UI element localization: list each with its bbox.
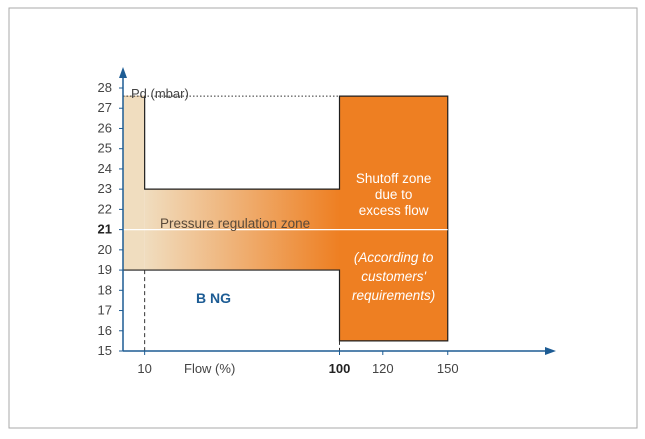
- y-tick-label: 23: [98, 181, 112, 196]
- x-axis-label: Flow (%): [184, 361, 235, 376]
- x-tick-label: 120: [372, 361, 394, 376]
- x-tick-label: 10: [137, 361, 151, 376]
- shutoff-zone-label: due to: [375, 187, 413, 202]
- shutoff-zone-note: customers': [361, 269, 426, 284]
- y-tick-label: 20: [98, 242, 112, 257]
- y-tick-label: 19: [98, 262, 112, 277]
- y-tick-label: 28: [98, 80, 112, 95]
- y-tick-label: 27: [98, 100, 112, 115]
- shutoff-zone-note: (According to: [354, 250, 434, 265]
- y-tick-label: 15: [98, 343, 112, 358]
- y-tick-label: 26: [98, 120, 112, 135]
- shutoff-zone: [339, 96, 448, 341]
- y-axis-label: Pd (mbar): [131, 86, 189, 101]
- y-axis-arrow: [119, 67, 127, 78]
- x-tick-label: 100: [329, 361, 351, 376]
- y-tick-label: 17: [98, 303, 112, 318]
- y-tick-label: 21: [98, 222, 112, 237]
- y-tick-label: 18: [98, 282, 112, 297]
- shutoff-zone-label: excess flow: [359, 203, 429, 218]
- y-tick-label: 22: [98, 201, 112, 216]
- y-tick-label: 16: [98, 323, 112, 338]
- y-tick-label: 24: [98, 161, 112, 176]
- series-label: B NG: [196, 290, 231, 306]
- y-tick-label: 25: [98, 141, 112, 156]
- x-tick-label: 150: [437, 361, 459, 376]
- pressure-envelope-line: [123, 95, 449, 342]
- shutoff-zone-label: Shutoff zone: [356, 171, 432, 186]
- regulation-zone-label: Pressure regulation zone: [160, 216, 310, 231]
- shutoff-zone-note: requirements): [352, 288, 435, 303]
- x-axis-arrow: [545, 347, 556, 355]
- startup-band-zone: [123, 96, 145, 271]
